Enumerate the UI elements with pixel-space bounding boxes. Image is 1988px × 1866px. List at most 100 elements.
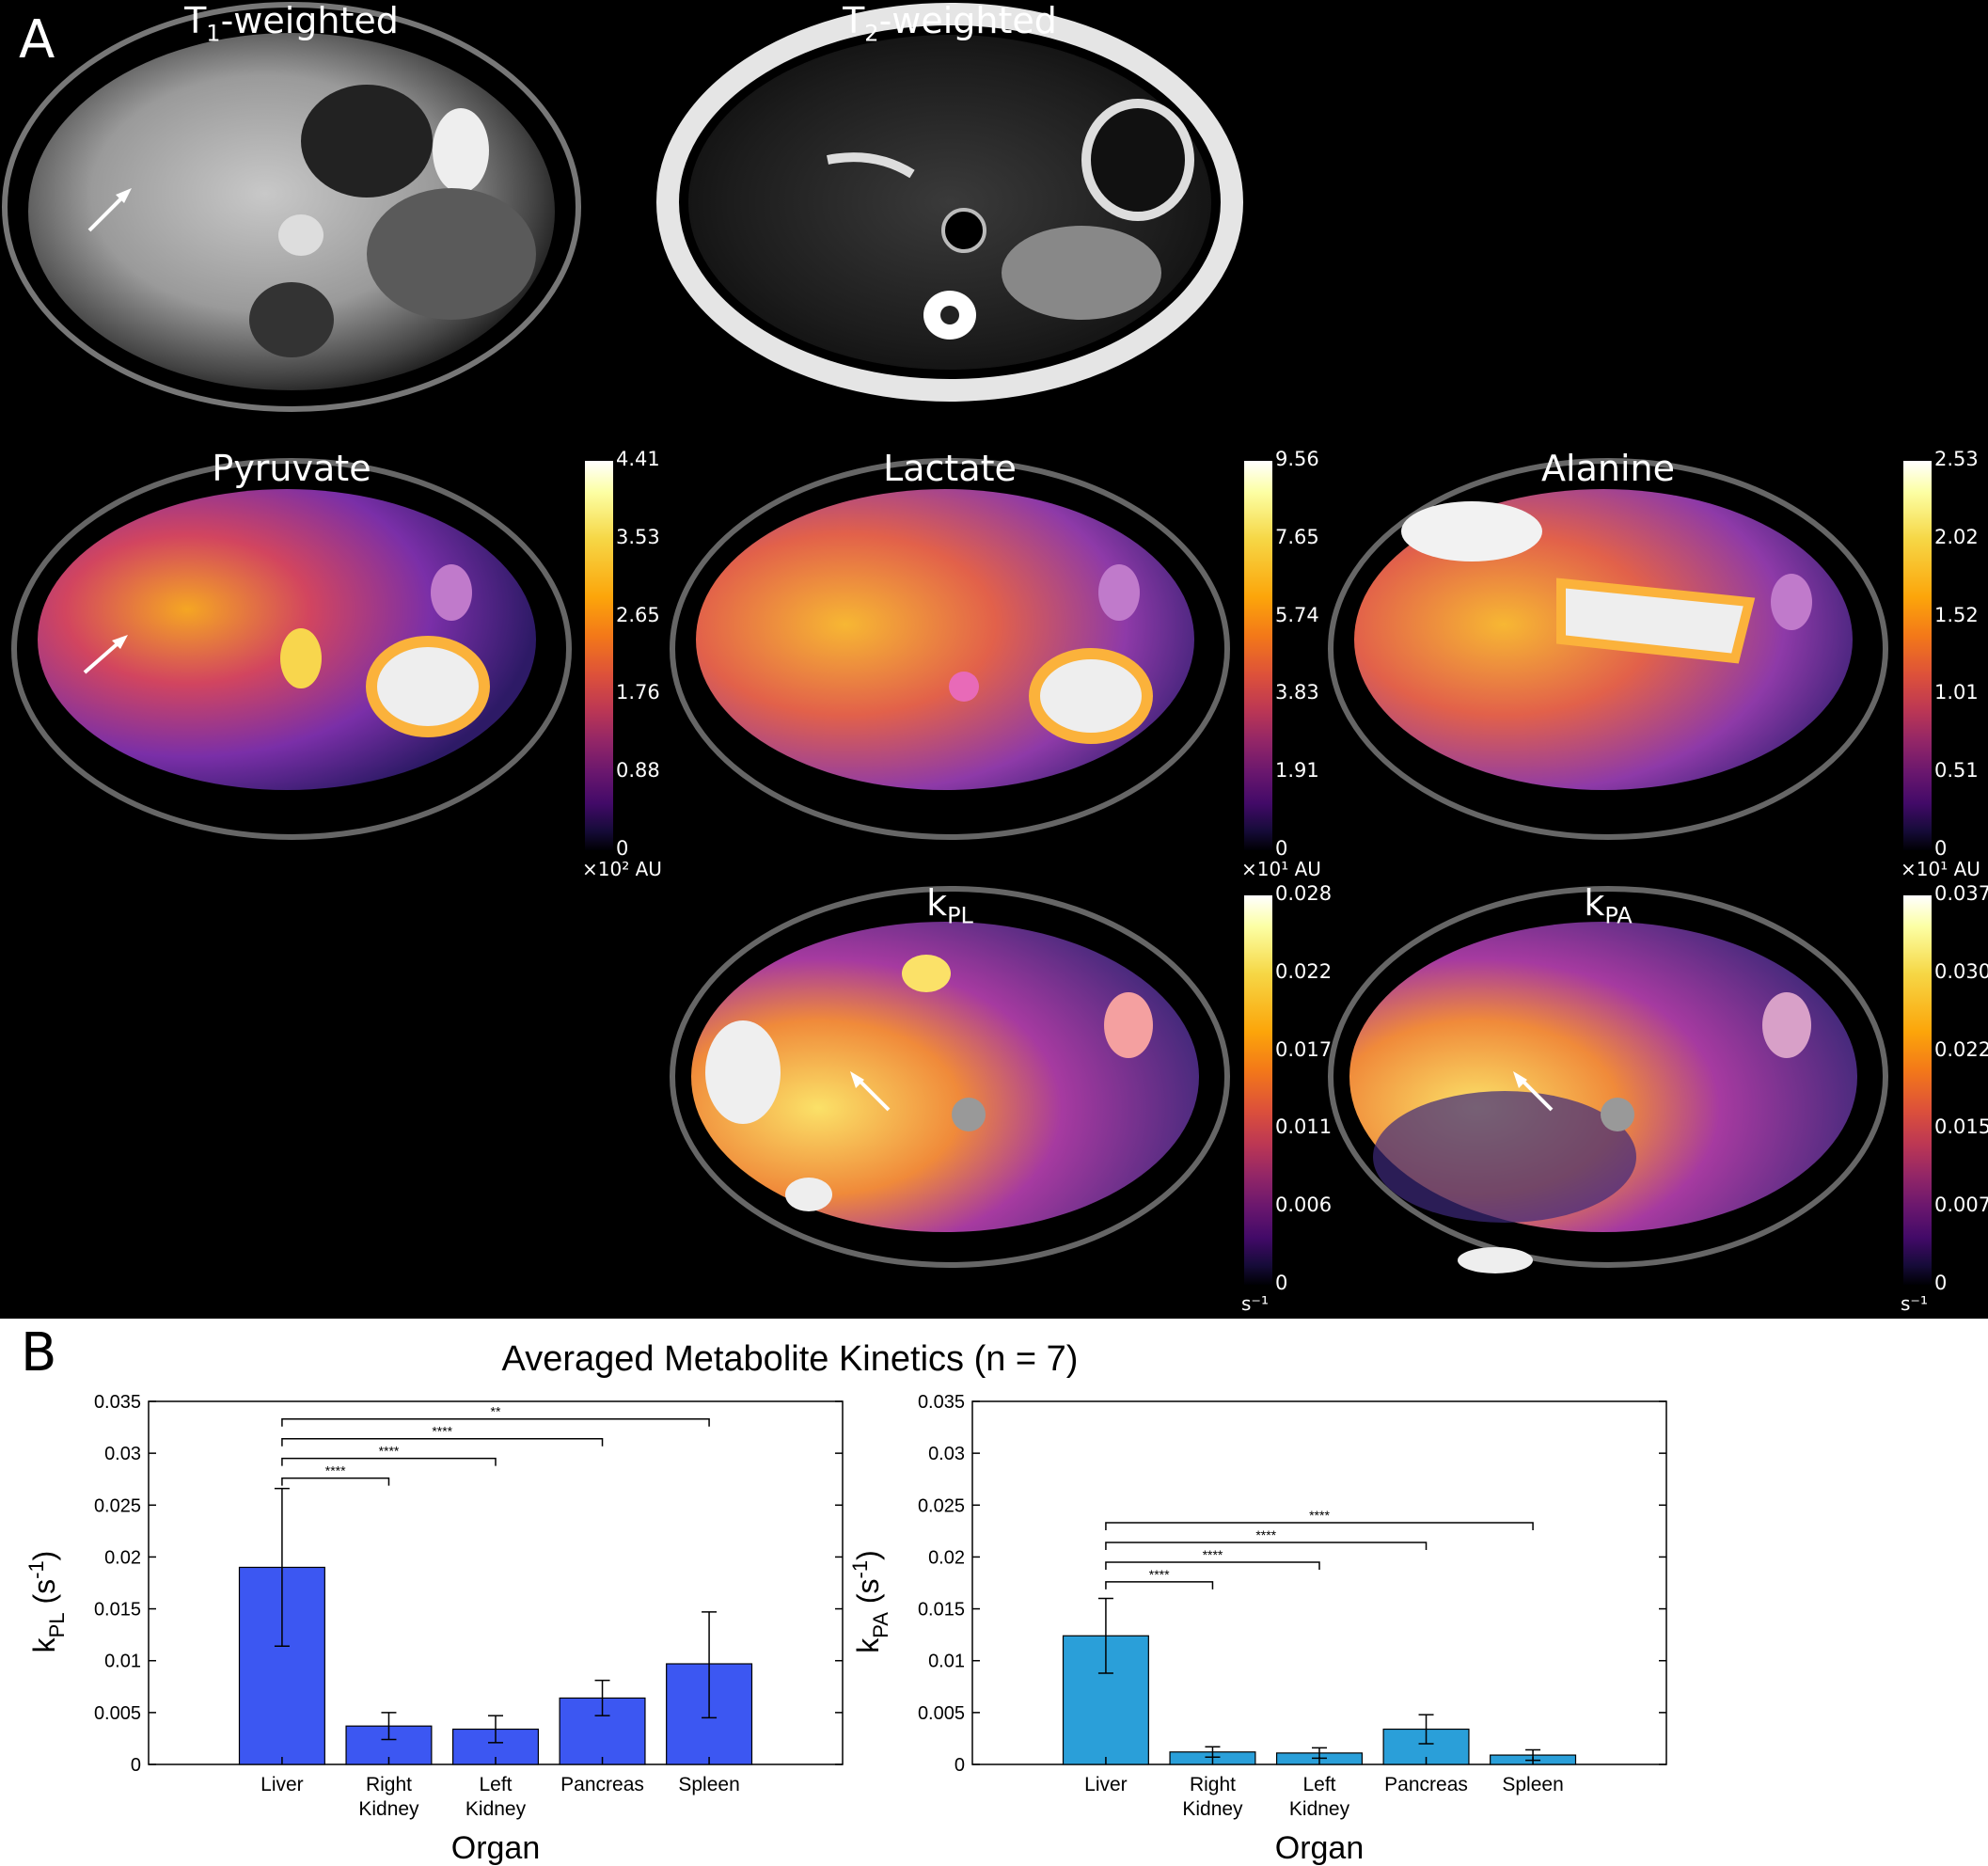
chart2-xtick-label: Kidney bbox=[1289, 1798, 1350, 1820]
chart2-xtick-label: Pancreas bbox=[1384, 1774, 1468, 1795]
kpa-colorbar-tick: 0 bbox=[1934, 1272, 1948, 1294]
alanine-map-image bbox=[1328, 458, 1888, 840]
pyruvate-colorbar-tick: 1.76 bbox=[616, 681, 660, 704]
lactate-colorbar-tick: 3.83 bbox=[1275, 681, 1319, 704]
panel-b-letter: B bbox=[21, 1322, 57, 1384]
kpa-colorbar-tick: 0.022 bbox=[1934, 1037, 1988, 1061]
pyruvate-colorbar-tick: 4.41 bbox=[616, 448, 660, 470]
kpa-colorbar bbox=[1903, 895, 1932, 1285]
chart2-ytick-label: 0.01 bbox=[928, 1652, 965, 1672]
chart1-xtick-label: Kidney bbox=[358, 1798, 419, 1820]
chart2-significance-label: **** bbox=[1149, 1567, 1170, 1582]
panel-b-title: Averaged Metabolite Kinetics (n = 7) bbox=[501, 1339, 1079, 1379]
kpl-colorbar-tick: 0.011 bbox=[1275, 1115, 1333, 1139]
alanine-colorbar-unit: ×10¹ AU bbox=[1901, 858, 1980, 880]
lactate-colorbar-tick: 9.56 bbox=[1275, 448, 1319, 470]
chart1-xtick-label: Spleen bbox=[678, 1774, 739, 1795]
chart1-significance-label: **** bbox=[379, 1444, 400, 1459]
kpa-colorbar-tick: 0.007 bbox=[1934, 1194, 1988, 1217]
chart1-yaxis-label: kPL (s-1) bbox=[24, 1551, 69, 1653]
chart2-ytick-label: 0 bbox=[955, 1755, 965, 1776]
kpl-colorbar-tick: 0.017 bbox=[1275, 1037, 1333, 1061]
lactate-colorbar-unit: ×10¹ AU bbox=[1241, 858, 1321, 880]
kpa-colorbar-tick: 0.030 bbox=[1934, 959, 1988, 983]
chart2-ytick-label: 0.005 bbox=[918, 1703, 965, 1724]
alanine-colorbar-tick: 0.51 bbox=[1934, 759, 1979, 783]
kpa-colorbar-tick: 0.015 bbox=[1934, 1115, 1988, 1139]
kpl-colorbar-tick: 0.028 bbox=[1275, 882, 1333, 905]
t1-weighted-title: T1-weighted bbox=[184, 0, 399, 47]
kpl-colorbar-tick: 0 bbox=[1275, 1272, 1288, 1294]
chart2-ytick-label: 0.025 bbox=[918, 1495, 965, 1516]
chart1-significance-bracket bbox=[281, 1417, 710, 1427]
chart2-xtick-label: Left bbox=[1302, 1774, 1335, 1795]
arrow-icon bbox=[83, 638, 124, 674]
chart1-ytick-label: 0.035 bbox=[94, 1392, 141, 1413]
lactate-colorbar-tick: 7.65 bbox=[1275, 525, 1319, 548]
alanine-colorbar-tick: 1.52 bbox=[1934, 603, 1979, 626]
chart2-significance-bracket bbox=[1105, 1522, 1534, 1531]
pyruvate-colorbar-tick: 3.53 bbox=[616, 525, 660, 548]
chart2-xaxis-label: Organ bbox=[1275, 1830, 1365, 1866]
lactate-title: Lactate bbox=[883, 448, 1017, 489]
lactate-map-image bbox=[670, 458, 1230, 840]
alanine-colorbar-tick: 1.01 bbox=[1934, 681, 1979, 704]
alanine-colorbar-tick: 0 bbox=[1934, 837, 1948, 860]
kpa-colorbar-tick: 0.037 bbox=[1934, 882, 1988, 905]
kpa-colorbar-unit: s⁻¹ bbox=[1901, 1292, 1928, 1315]
t2-weighted-title: T2-weighted bbox=[843, 0, 1057, 47]
chart2-ytick-label: 0.02 bbox=[928, 1547, 965, 1568]
chart1-ytick-label: 0.025 bbox=[94, 1495, 141, 1516]
t2-weighted-image bbox=[656, 3, 1243, 402]
chart1-ytick-label: 0 bbox=[131, 1755, 141, 1776]
chart1-xtick-label: Right bbox=[366, 1774, 412, 1795]
chart1-significance-bracket bbox=[281, 1477, 390, 1486]
t1-weighted-image bbox=[2, 2, 581, 412]
chart1-ytick-label: 0.015 bbox=[94, 1600, 141, 1621]
chart2-yaxis-label: kPA (s-1) bbox=[848, 1550, 892, 1653]
pyruvate-colorbar-unit: ×10² AU bbox=[582, 858, 662, 880]
chart1-xtick-label: Liver bbox=[260, 1774, 304, 1795]
alanine-colorbar-tick: 2.02 bbox=[1934, 525, 1979, 548]
chart2-significance-bracket bbox=[1105, 1561, 1320, 1570]
chart1-ytick-label: 0.02 bbox=[104, 1547, 141, 1568]
chart1-significance-label: **** bbox=[432, 1424, 452, 1439]
chart2-significance-bracket bbox=[1105, 1581, 1214, 1589]
kpl-map-image bbox=[670, 886, 1230, 1268]
pyruvate-map-image bbox=[11, 458, 572, 840]
kpl-colorbar bbox=[1244, 895, 1272, 1285]
panel-a-mri: A T1-weighted T2-weighted Pyruvate Lacta… bbox=[0, 0, 1988, 1319]
lactate-colorbar-tick: 0 bbox=[1275, 837, 1288, 860]
chart2-significance-label: **** bbox=[1203, 1547, 1223, 1562]
lactate-colorbar-tick: 1.91 bbox=[1275, 759, 1319, 783]
chart2-significance-bracket bbox=[1105, 1542, 1428, 1550]
kpl-colorbar-unit: s⁻¹ bbox=[1241, 1292, 1269, 1315]
chart2-ytick-label: 0.015 bbox=[918, 1600, 965, 1621]
kinetics-bar-charts: 0 0.005 0.01 0.015 0.02 0.025 0.03 0.035 Liver Ri… bbox=[24, 1392, 1667, 1866]
chart1-xtick-label: Pancreas bbox=[560, 1774, 644, 1795]
kpl-colorbar-tick: 0.006 bbox=[1275, 1194, 1333, 1217]
kpa-title: kPA bbox=[1584, 882, 1633, 929]
chart1-ytick-label: 0.005 bbox=[94, 1703, 141, 1724]
kpa-map-image bbox=[1328, 886, 1888, 1273]
chart1-significance-label: ** bbox=[491, 1404, 501, 1419]
chart2-ytick-label: 0.03 bbox=[928, 1444, 965, 1464]
alanine-title: Alanine bbox=[1541, 448, 1675, 489]
panel-a-letter: A bbox=[19, 9, 55, 71]
chart2-ytick-label: 0.035 bbox=[918, 1392, 965, 1413]
chart1-significance-bracket bbox=[281, 1457, 497, 1466]
alanine-colorbar-tick: 2.53 bbox=[1934, 448, 1979, 470]
alanine-colorbar bbox=[1903, 461, 1932, 850]
chart1-xtick-label: Kidney bbox=[465, 1798, 527, 1820]
lactate-colorbar-tick: 5.74 bbox=[1275, 603, 1319, 626]
chart2-xtick-label: Kidney bbox=[1182, 1798, 1243, 1820]
panel-b-charts: B Averaged Metabolite Kinetics (n = 7) 0… bbox=[0, 1319, 1988, 1866]
chart1-ytick-label: 0.03 bbox=[104, 1444, 141, 1464]
pyruvate-colorbar-tick: 0.88 bbox=[616, 759, 660, 783]
chart2-xtick-label: Right bbox=[1190, 1774, 1236, 1795]
chart1-xtick-label: Left bbox=[479, 1774, 512, 1795]
kpl-colorbar-tick: 0.022 bbox=[1275, 959, 1333, 983]
chart1-significance-bracket bbox=[281, 1437, 604, 1447]
chart1-significance-label: **** bbox=[325, 1463, 346, 1479]
pyruvate-colorbar bbox=[585, 461, 613, 850]
